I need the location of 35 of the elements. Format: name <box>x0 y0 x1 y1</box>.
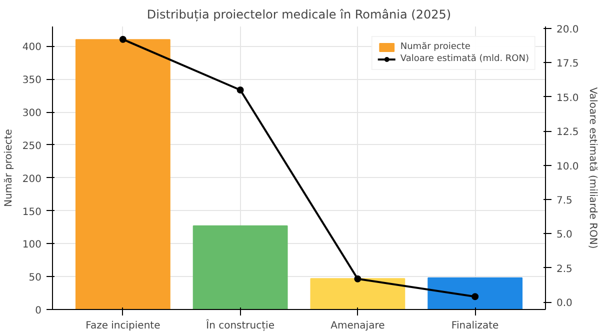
y-tick-label: 50 <box>28 272 42 284</box>
bar <box>428 277 523 310</box>
point <box>472 293 479 300</box>
y-tick-label: 300 <box>22 108 42 120</box>
point <box>354 275 362 282</box>
y2-tick-label: 7.5 <box>556 195 572 206</box>
bar <box>192 225 288 310</box>
chart-title: Distribuția proiectelor medicale în România (2025) <box>146 8 452 22</box>
point <box>119 36 126 43</box>
y2-tick-label: 10.0 <box>556 161 579 172</box>
legend-label: Valoare estimată (mld. RON) <box>400 54 529 64</box>
y-tick-label: 0 <box>35 306 42 316</box>
y-tick-label: 350 <box>22 75 42 86</box>
y2-axis-title: Valoare estimată (miliarde RON) <box>586 87 598 249</box>
y2-tick-label: 0.0 <box>556 298 572 310</box>
x-tick-label: Amenajare <box>330 320 385 332</box>
x-tick-label: În construcție <box>206 318 274 332</box>
y-tick-label: 150 <box>22 206 42 218</box>
bar <box>310 278 406 310</box>
y-tick-label: 400 <box>22 42 42 54</box>
x-tick-label: Finalizate <box>451 320 499 332</box>
y2-tick-label: 12.5 <box>556 127 579 138</box>
bar <box>75 39 170 310</box>
y2-tick-label: 5.0 <box>556 230 572 241</box>
y2-tick-label: 17.5 <box>556 58 579 70</box>
y-tick-label: 250 <box>22 140 42 152</box>
y2-tick-label: 15.0 <box>556 92 579 104</box>
legend-label: Număr proiecte <box>400 42 470 52</box>
x-tick-label: Faze incipiente <box>86 320 160 332</box>
y2-tick-label: 2.5 <box>556 264 572 275</box>
y-tick-label: 100 <box>22 240 42 251</box>
point <box>236 86 244 94</box>
y2-tick-label: 20.0 <box>556 24 579 36</box>
y-axis-title: Număr proiecte <box>3 129 14 207</box>
y-tick-label: 200 <box>22 174 42 185</box>
